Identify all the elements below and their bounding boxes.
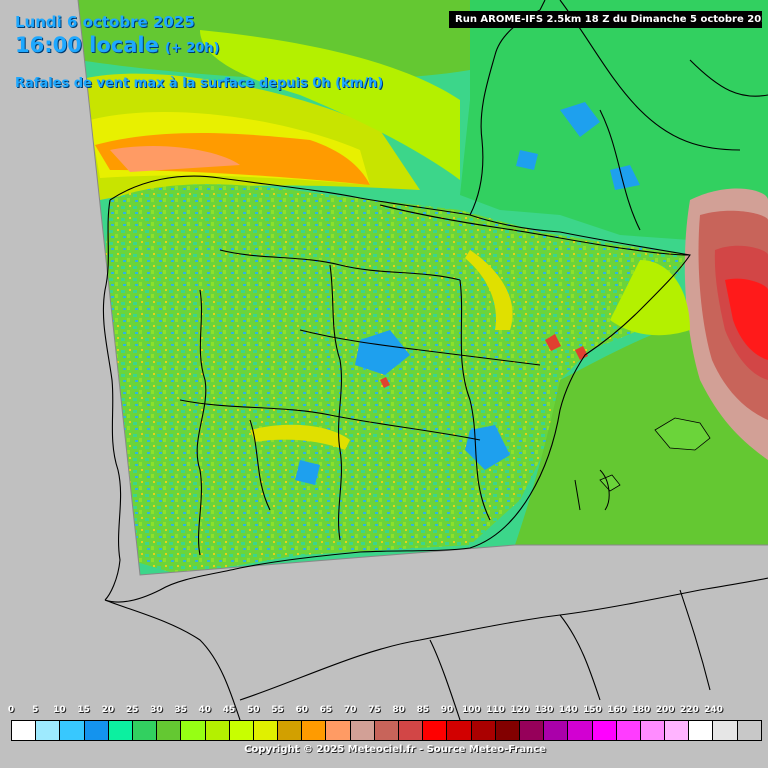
sardinia-outline [599, 469, 610, 511]
legend-tick-label: 100 [461, 705, 481, 715]
legend-swatch [399, 721, 424, 740]
legend-swatch [108, 721, 133, 740]
lead-time: (+ 20h) [164, 41, 220, 56]
forecast-time: 16:00 locale (+ 20h) [15, 33, 220, 57]
legend-swatch [665, 721, 690, 740]
legend-tick-label: 90 [440, 705, 454, 715]
legend-swatch [302, 721, 327, 740]
legend-tick-label: 30 [150, 705, 163, 715]
copyright-text: Copyright © 2025 Meteociel.fr - Source M… [244, 744, 546, 755]
legend-swatch [12, 721, 37, 740]
biscay-salmon-zone [110, 145, 240, 172]
legend-tick-label: 5 [32, 705, 39, 715]
legend-tick-label: 180 [631, 705, 651, 715]
france-blue-patches [516, 102, 640, 190]
legend-tick-label: 150 [583, 705, 602, 715]
field-title: Rafales de vent max à la surface depuis … [15, 76, 384, 91]
iberia-yellow-ridges [250, 250, 513, 450]
legend-swatch [132, 721, 158, 740]
legend-tick-label: 15 [77, 705, 90, 715]
legend-tick-label: 130 [534, 705, 554, 715]
legend-tick-label: 0 [7, 705, 15, 715]
legend-tick-label: 70 [343, 705, 357, 715]
country-borders [102, 0, 768, 721]
legend-swatch [36, 721, 61, 740]
legend-tick-label: 120 [510, 705, 530, 715]
domain-edge [77, 0, 768, 576]
forecast-date: Lundi 6 octobre 2025 [15, 13, 195, 31]
color-legend: 0 5 10 15 20 25 30 35 40 45 50 55 60 65 70 75 80 85 90 100 1… [0, 700, 768, 768]
legend-swatch [737, 721, 761, 740]
legend-swatch [592, 721, 617, 740]
legend-bar [11, 720, 762, 741]
legend-tick-label: 85 [416, 705, 430, 715]
legend-swatch [423, 721, 448, 740]
legend-swatch [157, 721, 182, 740]
legend-swatch [205, 721, 230, 740]
run-info-banner: Run AROME-IFS 2.5km 18 Z du Dimanche 5 o… [449, 11, 762, 28]
legend-swatch [181, 721, 206, 740]
legend-tick-label: 25 [125, 705, 139, 715]
france-land [460, 0, 768, 240]
legend-swatch [60, 721, 85, 740]
legend-tick-label: 140 [558, 705, 578, 715]
legend-tick-label: 10 [53, 705, 66, 715]
legend-swatch [713, 721, 738, 740]
legend-swatch [616, 721, 641, 740]
legend-swatch [519, 721, 545, 740]
iberia-land [105, 184, 690, 575]
legend-tick-label: 45 [222, 705, 236, 715]
legend-swatch [568, 721, 593, 740]
legend-swatch [495, 721, 520, 740]
legend-tick-label: 80 [392, 705, 405, 715]
legend-tick-label: 35 [174, 705, 187, 715]
med-low-max [725, 278, 768, 360]
legend-swatch [326, 721, 351, 740]
legend-swatch [278, 721, 303, 740]
legend-swatch [471, 721, 496, 740]
legend-tick-label: 220 [679, 705, 699, 715]
central-blue-patches [295, 330, 510, 485]
legend-swatch [350, 721, 375, 740]
legend-swatch [229, 721, 254, 740]
biscay-orange-zone [95, 133, 370, 185]
legend-swatch [253, 721, 279, 740]
legend-tick-label: 160 [607, 705, 627, 715]
legend-swatch [640, 721, 666, 740]
time-label: 16:00 locale [15, 33, 159, 57]
legend-swatch [689, 721, 714, 740]
north-yellow-band [200, 30, 460, 180]
legend-tick-label: 65 [319, 705, 333, 715]
legend-tick-label: 20 [101, 705, 115, 715]
legend-swatch [447, 721, 472, 740]
legend-swatch [84, 721, 109, 740]
legend-tick-label: 40 [198, 705, 212, 715]
legend-tick-label: 75 [368, 705, 381, 715]
legend-tick-label: 200 [655, 705, 675, 715]
legend-swatch [374, 721, 399, 740]
legend-tick-label: 50 [246, 705, 260, 715]
legend-tick-label: 110 [486, 705, 505, 715]
legend-tick-label: 60 [295, 705, 308, 715]
med-dashed-line [574, 479, 581, 511]
legend-tick-label: 240 [704, 705, 723, 715]
legend-swatch [544, 721, 569, 740]
balearic-islands [599, 417, 711, 492]
legend-ticks: 0 5 10 15 20 25 30 35 40 45 50 55 60 65 70 75 80 85 90 100 1… [0, 705, 768, 717]
legend-tick-label: 55 [271, 705, 284, 715]
